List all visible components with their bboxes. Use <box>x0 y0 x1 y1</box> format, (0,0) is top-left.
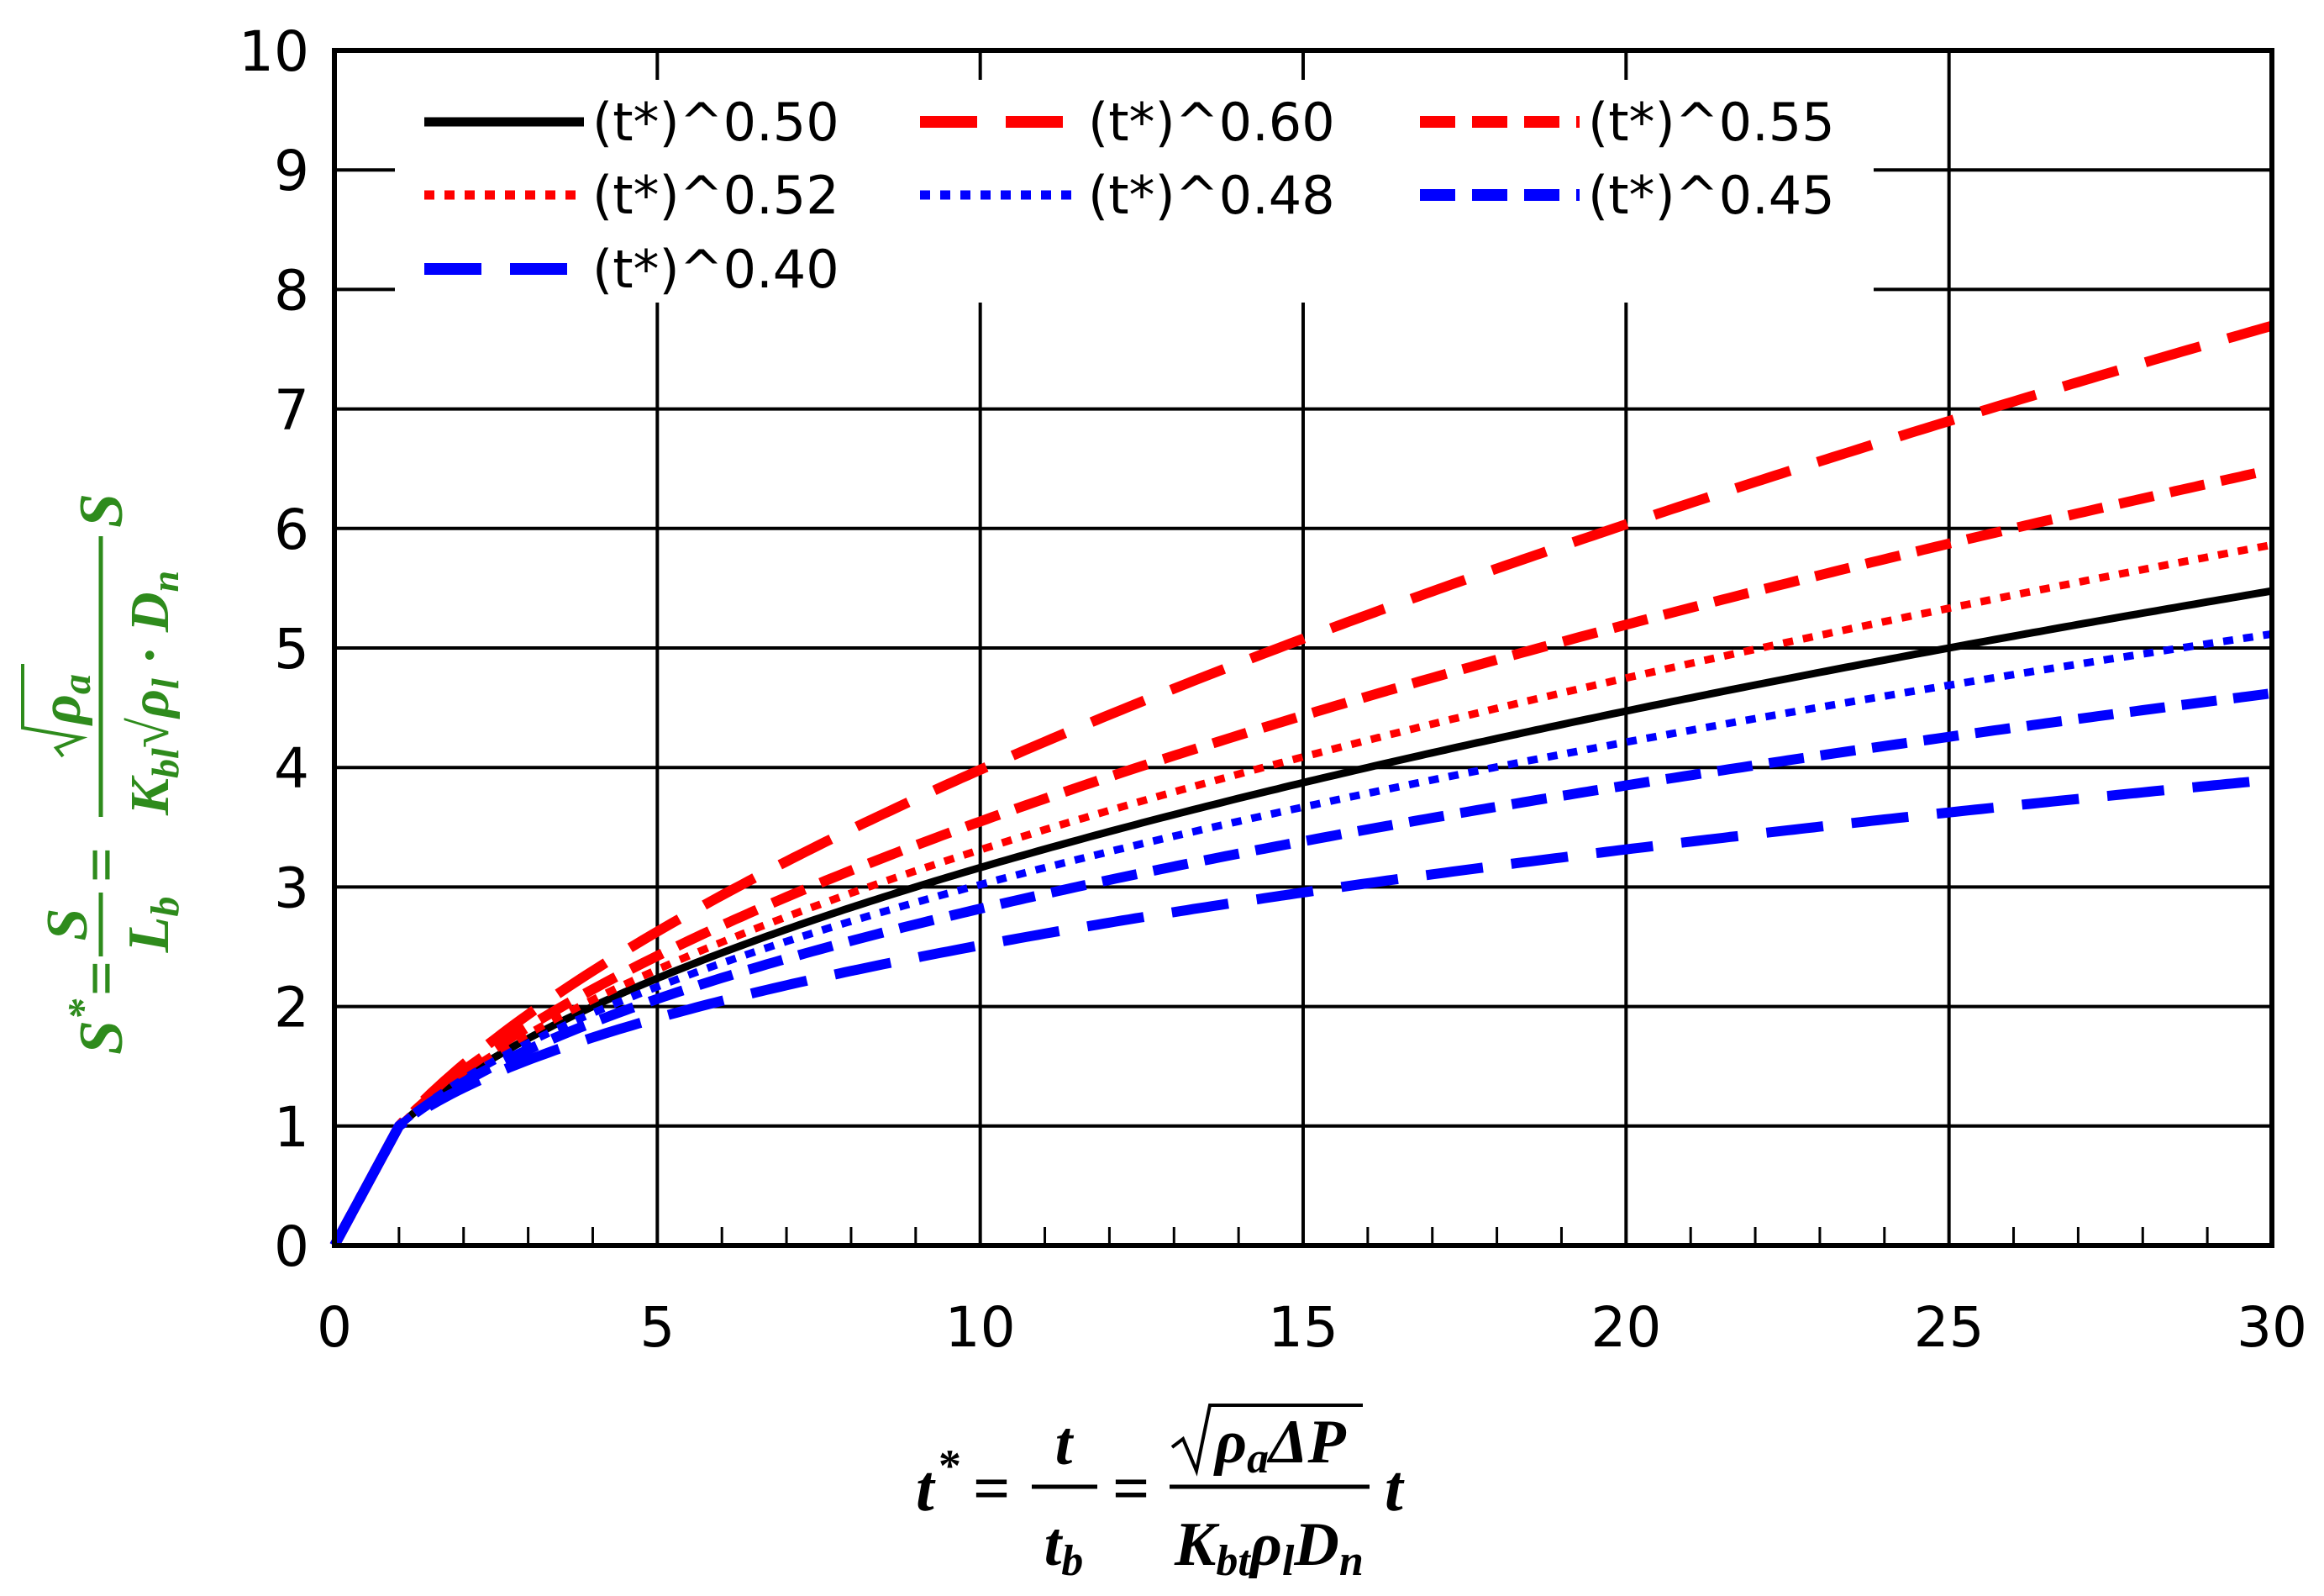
svg-text:S: S <box>67 493 136 528</box>
x-tick-label: 20 <box>1591 1295 1661 1360</box>
legend-label: (t*)^0.52 <box>592 165 839 226</box>
legend-label: (t*)^0.55 <box>1588 92 1835 153</box>
svg-text:S: S <box>35 909 100 941</box>
y-tick-label: 1 <box>274 1095 309 1160</box>
legend-label: (t*)^0.48 <box>1088 165 1335 226</box>
x-tick-label: 30 <box>2237 1295 2307 1360</box>
svg-text:ρaΔP: ρaΔP <box>1213 1408 1347 1483</box>
svg-text:*: * <box>939 1441 961 1491</box>
legend-label: (t*)^0.40 <box>592 239 839 300</box>
legend-label: (t*)^0.50 <box>592 92 839 153</box>
axis-ticks: 0 5 10 15 20 25 30 0 1 2 3 4 5 6 7 8 9 10 <box>239 19 2307 1360</box>
y-tick-label: 5 <box>274 617 309 682</box>
legend-label: (t*)^0.60 <box>1088 92 1335 153</box>
y-tick-label: 3 <box>274 856 309 920</box>
x-tick-label: 10 <box>945 1295 1016 1360</box>
y-axis-label: S* = S Lb = ρa Kbl√ρl · Dn S <box>21 493 187 1055</box>
series-line <box>329 464 2274 1248</box>
legend-background <box>395 80 1874 303</box>
svg-text:=: = <box>67 847 136 882</box>
svg-text:ρa: ρa <box>29 674 99 726</box>
series-lines <box>329 320 2274 1248</box>
x-axis-label: t * = t tb = ρaΔP KbtρlDn t <box>916 1404 1405 1585</box>
y-tick-label: 9 <box>274 139 309 203</box>
series-line <box>329 687 2273 1248</box>
y-tick-label: 7 <box>274 378 309 443</box>
series-line <box>331 540 2273 1248</box>
y-tick-label: 2 <box>274 976 309 1040</box>
x-tick-label: 15 <box>1268 1295 1338 1360</box>
svg-text:KbtρlDn: KbtρlDn <box>1174 1510 1364 1585</box>
x-tick-label: 5 <box>639 1295 675 1360</box>
svg-text:=: = <box>973 1451 1010 1525</box>
svg-text:t: t <box>1055 1409 1075 1478</box>
svg-text:tb: tb <box>1044 1510 1084 1585</box>
y-tick-label: 0 <box>274 1214 309 1279</box>
y-tick-label: 10 <box>239 19 309 84</box>
y-tick-label: 4 <box>274 736 309 801</box>
svg-text:S*: S* <box>59 998 136 1055</box>
svg-text:Lb: Lb <box>117 897 187 954</box>
series-line <box>331 629 2273 1248</box>
y-tick-label: 8 <box>274 258 309 323</box>
svg-text:=: = <box>1112 1451 1149 1525</box>
x-tick-label: 0 <box>317 1295 352 1360</box>
plot-frame <box>332 48 2274 1248</box>
svg-text:Kbl√ρl · Dn: Kbl√ρl · Dn <box>119 571 187 816</box>
legend: (t*)^0.50 (t*)^0.60 (t*)^0.55 (t*)^0.52 (t*)… <box>424 92 1835 300</box>
svg-text:=: = <box>67 961 136 996</box>
legend-label: (t*)^0.45 <box>1588 165 1835 226</box>
y-tick-label: 6 <box>274 498 309 562</box>
x-tick-label: 25 <box>1914 1295 1985 1360</box>
series-line <box>331 587 2273 1248</box>
series-line <box>329 774 2273 1248</box>
svg-text:t: t <box>916 1451 936 1525</box>
series-line <box>329 320 2274 1248</box>
svg-text:t: t <box>1385 1451 1405 1525</box>
